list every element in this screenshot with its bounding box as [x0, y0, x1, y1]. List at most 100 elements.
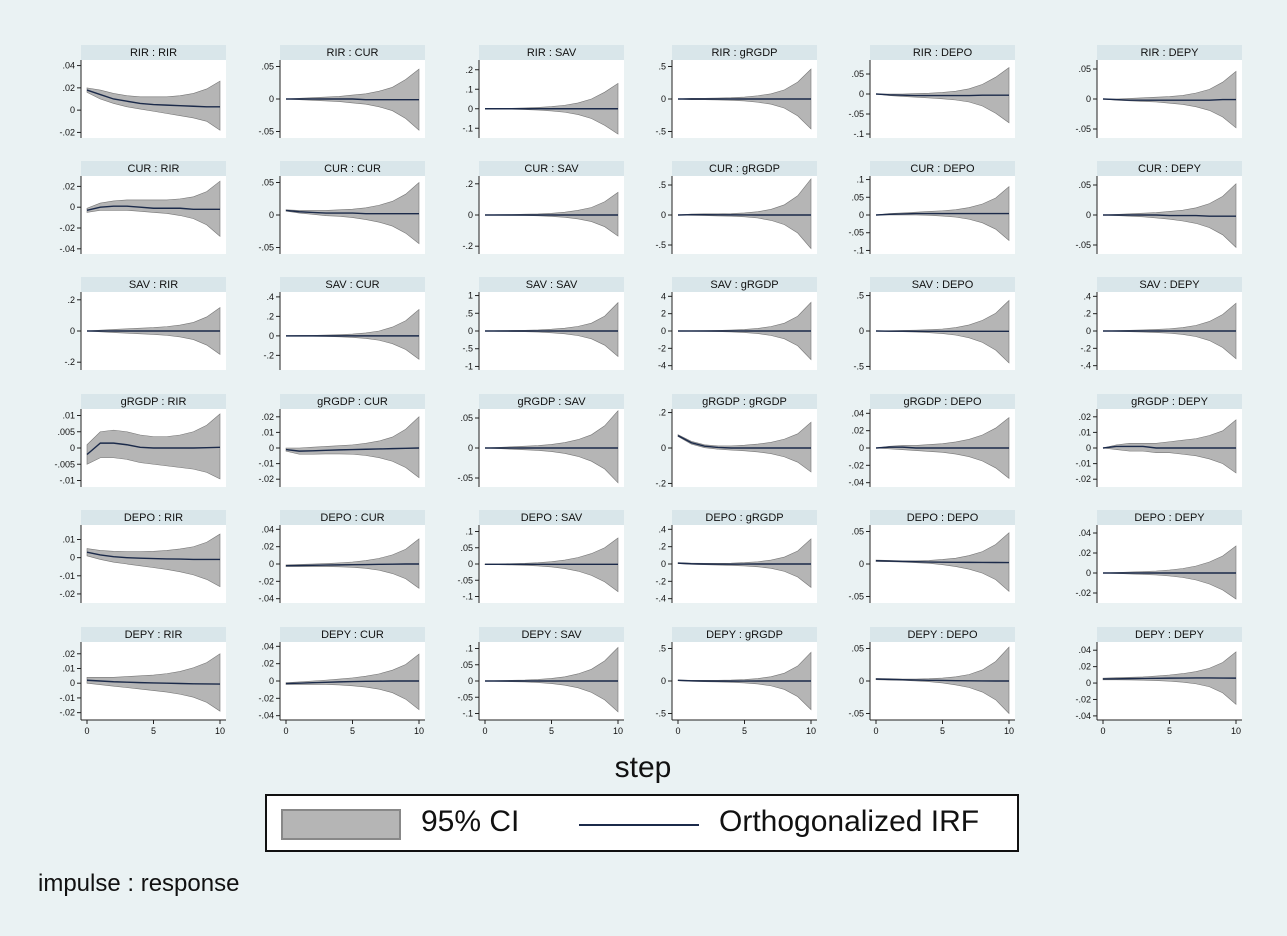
irf-line — [1102, 445, 1236, 449]
panel-title-bar — [479, 161, 624, 176]
panel-title: gRGDP : DEPY — [1131, 396, 1208, 408]
y-tick-label: 0 — [661, 676, 666, 686]
y-tick-label: 0 — [1086, 678, 1091, 688]
y-tick-label: .05 — [460, 413, 473, 423]
panel-title-bar — [672, 394, 817, 409]
y-tick-label: 0 — [269, 210, 274, 220]
panel: SAV : SAV -1 -.5 0 .5 1 — [462, 277, 624, 371]
panel-title: RIR : DEPO — [913, 47, 973, 59]
panel-title-bar — [1097, 161, 1242, 176]
panel: DEPY : CUR -.04 -.02 0 .02 .04 0 5 10 — [258, 627, 425, 736]
panel-title: DEPO : gRGDP — [705, 512, 783, 524]
y-tick-label: 4 — [661, 291, 666, 301]
panel-title-bar — [81, 394, 226, 409]
y-tick-label: .02 — [62, 181, 75, 191]
irf-line — [86, 551, 220, 561]
y-tick-label: .01 — [1078, 427, 1091, 437]
ci-band — [484, 646, 619, 713]
y-tick-label: 0 — [70, 678, 75, 688]
panel-title-bar — [870, 45, 1015, 60]
y-tick-label: .05 — [851, 527, 864, 537]
y-tick-label: -.5 — [462, 344, 473, 354]
x-tick-label: 0 — [84, 726, 89, 736]
y-tick-label: -.05 — [1075, 124, 1091, 134]
panel: DEPO : DEPO -.05 0 .05 — [848, 510, 1015, 603]
y-tick-label: -.01 — [59, 693, 75, 703]
panel-title: gRGDP : CUR — [317, 396, 388, 408]
y-tick-label: -.02 — [1075, 588, 1091, 598]
y-tick-label: -.5 — [655, 240, 666, 250]
panel-title: RIR : RIR — [130, 47, 177, 59]
y-tick-label: -.02 — [258, 576, 274, 586]
irf-line — [875, 678, 1009, 682]
y-tick-label: -.2 — [462, 241, 473, 251]
panel: SAV : CUR -.2 0 .2 .4 — [263, 277, 425, 370]
y-tick-label: -.2 — [1080, 343, 1091, 353]
y-tick-label: -.1 — [462, 709, 473, 719]
y-tick-label: -.05 — [848, 228, 864, 238]
y-tick-label: -.04 — [258, 594, 274, 604]
y-tick-label: .5 — [856, 291, 864, 301]
y-tick-label: -.2 — [655, 576, 666, 586]
y-tick-label: 0 — [1086, 210, 1091, 220]
y-tick-label: .02 — [1078, 662, 1091, 672]
y-tick-label: -.02 — [848, 460, 864, 470]
ci-band — [86, 413, 221, 480]
panel-title: DEPY : DEPY — [1135, 629, 1205, 641]
y-tick-label: .1 — [465, 644, 473, 654]
y-tick-label: -.05 — [457, 473, 473, 483]
panel-title: SAV : DEPO — [912, 279, 974, 291]
y-tick-label: -.02 — [59, 708, 75, 718]
panel-title: gRGDP : gRGDP — [702, 396, 787, 408]
irf-line — [285, 447, 420, 452]
y-tick-label: -.01 — [59, 571, 75, 581]
y-tick-label: 0 — [269, 443, 274, 453]
y-tick-label: 0 — [1086, 94, 1091, 104]
panel-title-bar — [280, 161, 425, 176]
y-tick-label: 0 — [70, 553, 75, 563]
y-tick-label: .5 — [465, 308, 473, 318]
panel-title-bar — [870, 627, 1015, 642]
panel-title-bar — [81, 161, 226, 176]
y-tick-label: .5 — [658, 62, 666, 72]
ci-band — [484, 410, 619, 484]
panel-title: DEPY : RIR — [125, 629, 183, 641]
panel: CUR : SAV -.2 0 .2 — [462, 161, 624, 254]
y-tick-label: -.05 — [848, 109, 864, 119]
x-tick-label: 10 — [806, 726, 816, 736]
panel: RIR : gRGDP -.5 0 .5 — [655, 45, 817, 138]
irf-line — [1102, 98, 1236, 101]
x-tick-label: 10 — [414, 726, 424, 736]
panel-title-bar — [1097, 510, 1242, 525]
y-tick-label: .2 — [465, 179, 473, 189]
y-tick-label: 0 — [859, 210, 864, 220]
y-tick-label: 0 — [70, 202, 75, 212]
y-tick-label: .1 — [856, 175, 864, 185]
panel-title: gRGDP : DEPO — [903, 396, 981, 408]
y-tick-label: .2 — [658, 542, 666, 552]
panel-title: CUR : CUR — [324, 163, 381, 175]
y-tick-label: 0 — [859, 443, 864, 453]
y-tick-label: -.4 — [655, 594, 666, 604]
y-tick-label: -.2 — [655, 478, 666, 488]
y-tick-label: -.05 — [258, 243, 274, 253]
panel-title: DEPO : CUR — [320, 512, 384, 524]
y-tick-label: 0 — [269, 94, 274, 104]
irf-line — [677, 679, 811, 682]
y-tick-label: .5 — [658, 180, 666, 190]
ci-legend-label: 95% CI — [421, 805, 520, 838]
y-tick-label: .2 — [465, 65, 473, 75]
y-tick-label: 0 — [661, 443, 666, 453]
y-tick-label: .4 — [658, 524, 666, 534]
y-tick-label: -.5 — [655, 127, 666, 137]
x-tick-label: 5 — [1167, 726, 1172, 736]
irf-line — [286, 98, 419, 101]
y-tick-label: -.02 — [1075, 474, 1091, 484]
ci-band — [86, 80, 221, 131]
panel: CUR : DEPO -.1 -.05 0 .05 .1 — [848, 161, 1015, 255]
panel-title: RIR : CUR — [327, 47, 379, 59]
y-tick-label: -.04 — [59, 244, 75, 254]
y-tick-label: -.4 — [1080, 361, 1091, 371]
panel: RIR : SAV -.1 0 .1 .2 — [462, 45, 624, 138]
